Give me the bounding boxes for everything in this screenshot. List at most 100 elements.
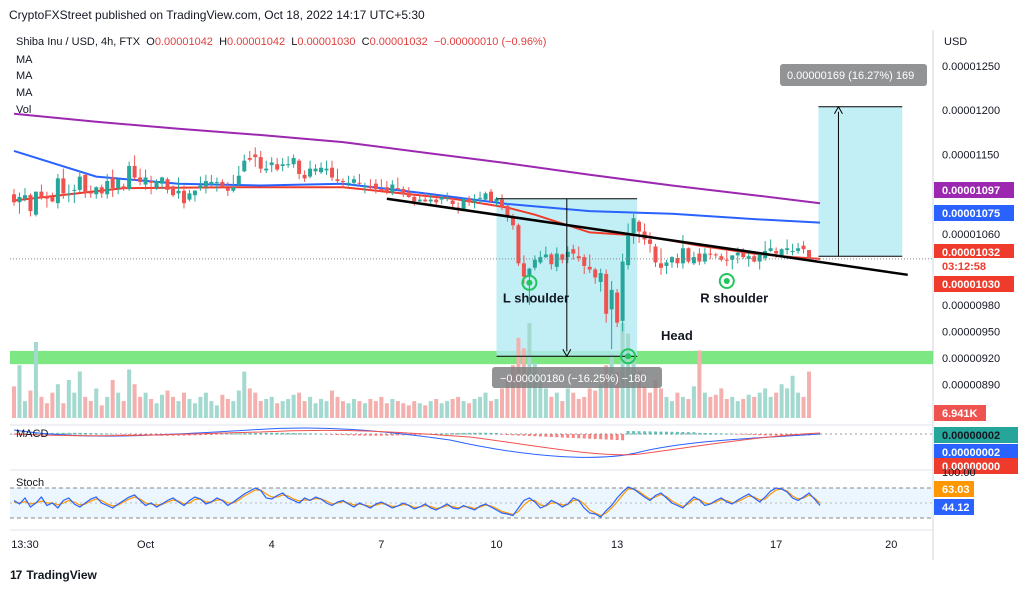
macd-value-bg (934, 427, 1018, 443)
candle (225, 188, 230, 191)
macd-histogram-bar (725, 433, 729, 435)
volume-bar (110, 380, 115, 418)
axis-price-label: 0.00001097 (942, 185, 1000, 197)
volume-bar (55, 384, 60, 418)
candle (99, 187, 104, 194)
indicator-ma-3[interactable]: MA (16, 87, 33, 99)
macd-histogram-bar (89, 433, 93, 435)
candle (664, 262, 669, 266)
candle (55, 178, 60, 204)
volume-bar (28, 390, 33, 418)
volume-bar (225, 399, 230, 418)
volume-bar (297, 392, 302, 418)
volume-bar (697, 350, 702, 418)
macd-histogram-bar (56, 432, 60, 435)
volume-bar (571, 392, 576, 418)
candle (648, 239, 653, 244)
candle (346, 182, 351, 184)
volume-bar (220, 394, 225, 418)
macd-histogram-bar (714, 433, 718, 435)
candle (658, 263, 663, 268)
y-tick-label: 0.00000980 (942, 300, 1000, 312)
stoch-value-label: 44.12 (942, 502, 970, 514)
macd-histogram-bar (67, 432, 71, 435)
macd-histogram-bar (412, 434, 416, 435)
volume-bar (702, 392, 707, 418)
candle (171, 186, 176, 196)
candle (61, 178, 66, 194)
candle (313, 168, 318, 172)
candle (412, 196, 417, 202)
macd-histogram-bar (401, 434, 405, 436)
volume-bar (768, 396, 773, 418)
volume-bar (121, 401, 126, 418)
volume-bar (439, 403, 444, 418)
volume-bar (719, 388, 724, 418)
candle (242, 160, 247, 172)
indicator-stoch[interactable]: Stoch (16, 477, 45, 489)
macd-histogram-bar (741, 434, 745, 435)
macd-histogram-bar (708, 433, 712, 435)
volume-bar (653, 380, 658, 418)
macd-signal-line (13, 429, 821, 456)
volume-bar (209, 401, 214, 418)
volume-bar (735, 401, 740, 418)
measure-up-arrowhead (834, 105, 843, 114)
volume-bar (340, 401, 345, 418)
volume-bar (730, 396, 735, 418)
macd-histogram-bar (182, 434, 186, 436)
macd-histogram-bar (363, 434, 367, 436)
volume-bar (724, 399, 729, 418)
candle (653, 246, 658, 263)
candle (598, 273, 603, 282)
candle (620, 261, 625, 321)
macd-histogram-bar (314, 433, 318, 435)
macd-histogram-bar (374, 434, 378, 436)
macd-histogram-bar (664, 431, 668, 435)
volume-bar (198, 396, 203, 418)
volume-bar (231, 401, 236, 418)
candle (483, 193, 488, 200)
indicator-ma-1[interactable]: MA (16, 54, 33, 66)
candle (807, 250, 812, 259)
indicator-ma-2[interactable]: MA (16, 70, 33, 82)
macd-histogram-bar (637, 431, 641, 435)
macd-histogram-bar (582, 434, 586, 439)
candle (801, 245, 806, 250)
candle (335, 179, 340, 182)
candle (680, 248, 685, 264)
candle (121, 186, 126, 189)
volume-bar (790, 375, 795, 418)
volume-bar (351, 399, 356, 418)
volume-bar (269, 396, 274, 418)
pattern-marker (718, 273, 735, 290)
macd-histogram-bar (478, 432, 482, 435)
indicator-volume[interactable]: Vol (16, 104, 32, 116)
candle (340, 181, 345, 183)
candle (461, 198, 466, 212)
candle (138, 177, 143, 182)
macd-histogram-bar (686, 432, 690, 435)
candle (291, 158, 296, 165)
macd-histogram-bar (379, 434, 383, 436)
axis-price-label: 0.00001032 (942, 247, 1000, 259)
macd-histogram-bar (83, 433, 87, 435)
macd-histogram-bar (505, 434, 509, 435)
volume-bar (99, 405, 104, 418)
volume-bar (664, 396, 669, 418)
volume-bar (406, 405, 411, 418)
volume-bar (61, 403, 66, 418)
candle (631, 218, 636, 234)
tradingview-footer[interactable]: 17 TradingView (10, 568, 97, 582)
macd-histogram-bar (253, 432, 257, 435)
indicator-macd[interactable]: MACD (16, 428, 49, 440)
volume-bar (691, 386, 696, 418)
macd-histogram-bar (242, 433, 246, 435)
volume-bar (171, 396, 176, 418)
macd-histogram-bar (78, 432, 82, 435)
macd-histogram-bar (484, 432, 488, 435)
macd-histogram-bar (138, 434, 142, 436)
candle (779, 249, 784, 257)
macd-histogram-bar (176, 434, 180, 436)
